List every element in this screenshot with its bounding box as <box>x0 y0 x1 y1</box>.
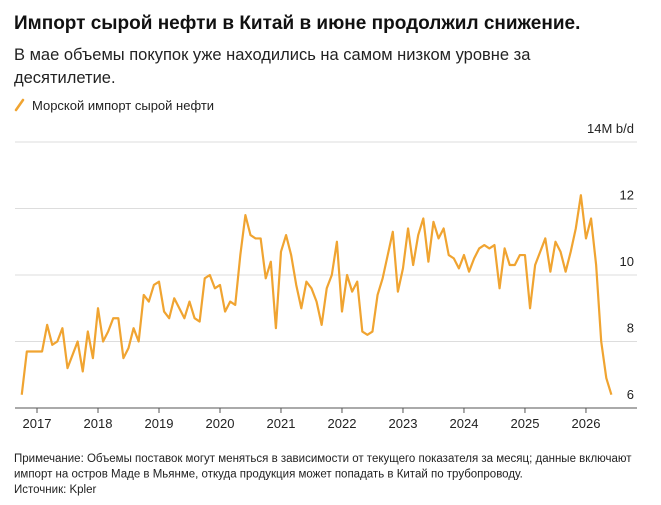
text-line: В мае объемы покупок уже находились на с… <box>14 46 531 64</box>
text-line: импорт на остров Маде в Мьянме, откуда п… <box>14 469 523 481</box>
y-tick-label: 12 <box>620 188 634 203</box>
y-tick-label: 6 <box>627 387 634 402</box>
text-line: Примечание: Объемы поставок могут менять… <box>14 453 632 465</box>
x-tick-label: 2018 <box>84 416 113 431</box>
x-tick-label: 2026 <box>572 416 601 431</box>
legend-label: Морской импорт сырой нефти <box>32 98 214 113</box>
x-tick-label: 2025 <box>511 416 540 431</box>
chart-title: Импорт сырой нефти в Китай в июне продол… <box>14 13 580 34</box>
line-series <box>20 194 613 396</box>
source: Источник: Kpler <box>14 484 97 496</box>
y-tick-label: 14M b/d <box>587 121 634 136</box>
chart-subtitle: В мае объемы покупок уже находились на с… <box>14 46 531 87</box>
y-tick-label: 10 <box>620 254 634 269</box>
x-tick-label: 2022 <box>328 416 357 431</box>
x-tick-label: 2021 <box>267 416 296 431</box>
x-tick-label: 2017 <box>23 416 52 431</box>
text-line: десятилетие. <box>14 69 116 87</box>
x-tick-label: 2023 <box>389 416 418 431</box>
x-tick-label: 2024 <box>450 416 479 431</box>
footnote: Примечание: Объемы поставок могут менять… <box>14 453 632 481</box>
y-tick-label: 8 <box>627 321 634 336</box>
x-tick-label: 2020 <box>206 416 235 431</box>
x-tick-label: 2019 <box>145 416 174 431</box>
legend-swatch <box>14 98 25 112</box>
